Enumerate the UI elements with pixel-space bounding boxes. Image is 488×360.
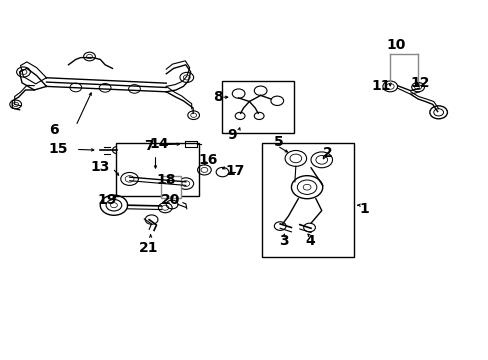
Text: 2: 2 — [322, 146, 332, 160]
Text: 13: 13 — [90, 161, 110, 174]
Text: 12: 12 — [410, 76, 429, 90]
Text: 21: 21 — [139, 242, 159, 255]
Text: 11: 11 — [371, 80, 390, 93]
Bar — [116, 143, 199, 196]
Bar — [261, 143, 353, 257]
Text: 6: 6 — [49, 123, 59, 136]
Text: 7: 7 — [144, 139, 154, 153]
Text: 3: 3 — [278, 234, 288, 248]
Text: 16: 16 — [198, 153, 217, 167]
Text: 10: 10 — [386, 38, 405, 52]
Text: 17: 17 — [224, 164, 244, 178]
Text: 20: 20 — [161, 193, 181, 207]
Bar — [161, 176, 181, 198]
Text: 5: 5 — [273, 135, 283, 149]
Text: 8: 8 — [212, 90, 222, 104]
Text: 19: 19 — [98, 193, 117, 207]
Bar — [221, 81, 293, 133]
Text: 9: 9 — [227, 128, 237, 142]
Text: 15: 15 — [49, 143, 68, 156]
Text: 1: 1 — [359, 202, 368, 216]
Text: 14: 14 — [149, 137, 168, 151]
Text: 4: 4 — [305, 234, 315, 248]
Text: 18: 18 — [156, 173, 176, 187]
